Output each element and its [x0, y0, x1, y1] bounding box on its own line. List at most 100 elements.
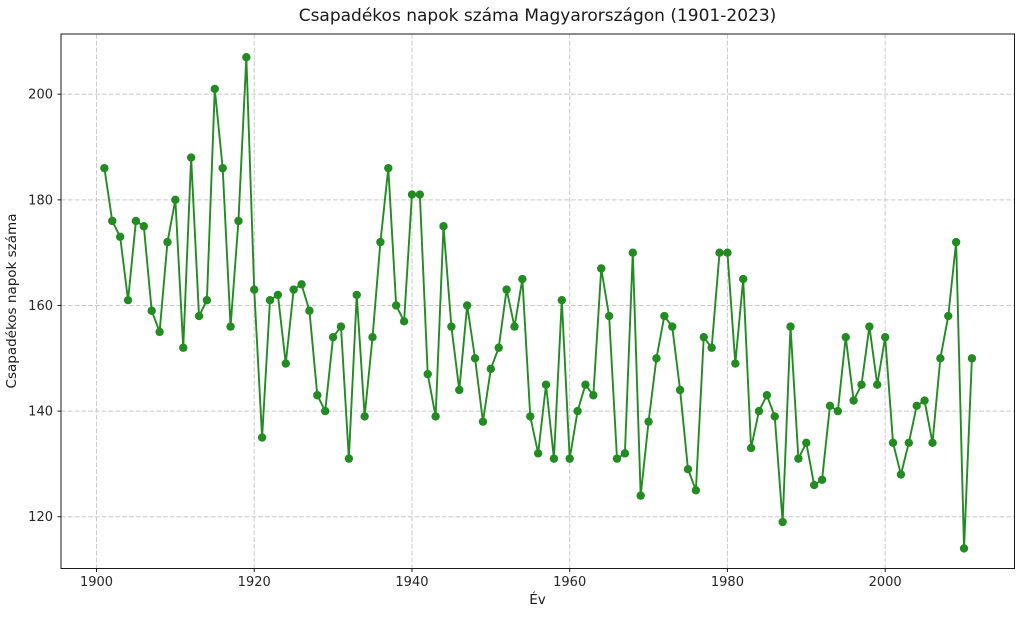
data-point	[746, 443, 756, 453]
data-point	[715, 248, 724, 257]
data-point	[399, 317, 409, 326]
data-point	[131, 216, 141, 226]
data-point	[352, 290, 361, 300]
data-point	[794, 454, 803, 463]
data-point	[597, 264, 606, 273]
data-point	[415, 190, 425, 199]
data-point	[313, 391, 322, 400]
data-point	[944, 311, 953, 321]
data-point	[675, 385, 685, 395]
data-point	[557, 295, 566, 305]
data-point	[683, 465, 693, 474]
data-point	[817, 475, 827, 484]
data-point	[967, 354, 977, 363]
data-point	[376, 237, 385, 247]
data-point	[447, 322, 456, 331]
data-point	[589, 391, 598, 400]
data-point	[305, 306, 314, 315]
data-point	[202, 295, 212, 305]
x-tick-label: 2000	[869, 575, 902, 590]
data-point	[210, 84, 219, 94]
data-point	[502, 285, 511, 294]
data-point	[936, 354, 945, 363]
data-point	[880, 332, 890, 342]
data-point	[762, 391, 772, 400]
data-point	[336, 322, 346, 331]
y-tick-label: 140	[28, 405, 53, 420]
data-point	[518, 274, 527, 284]
data-point	[951, 237, 961, 247]
data-point	[802, 438, 811, 447]
x-tick-label: 1940	[395, 575, 428, 590]
data-point	[604, 311, 614, 321]
data-point	[250, 285, 259, 294]
data-point	[100, 163, 109, 173]
data-point	[660, 311, 669, 321]
data-point	[723, 248, 732, 257]
data-point	[928, 438, 937, 447]
data-point	[218, 163, 227, 173]
data-point	[841, 332, 850, 342]
data-point	[281, 359, 290, 368]
data-point	[171, 195, 180, 205]
data-point	[770, 412, 779, 421]
data-point	[478, 417, 488, 426]
data-point	[707, 343, 716, 352]
data-point	[754, 406, 764, 416]
data-point	[226, 322, 235, 331]
data-point	[147, 306, 156, 315]
y-tick-label: 160	[28, 299, 53, 314]
data-point	[510, 322, 519, 331]
data-point	[636, 491, 645, 500]
data-point	[186, 153, 196, 162]
data-point	[139, 222, 149, 231]
data-point	[691, 486, 701, 495]
data-point	[912, 401, 921, 411]
data-point	[391, 301, 401, 310]
x-tick-label: 1900	[80, 575, 113, 590]
data-point	[423, 369, 432, 379]
data-point	[581, 380, 590, 389]
y-tick-label: 180	[28, 193, 53, 208]
data-point	[194, 311, 204, 321]
data-point	[888, 438, 898, 447]
data-point	[234, 216, 243, 226]
data-point	[628, 248, 637, 257]
data-point	[328, 332, 338, 342]
chart-title: Csapadékos napok száma Magyarországon (1…	[298, 6, 777, 26]
data-point	[541, 380, 551, 389]
data-point	[833, 406, 843, 416]
data-point	[242, 53, 251, 62]
x-tick-label: 1980	[711, 575, 744, 590]
data-point	[163, 237, 172, 247]
data-point	[321, 406, 330, 416]
data-point	[809, 480, 819, 490]
data-point	[455, 385, 464, 395]
x-tick-label: 1960	[553, 575, 586, 590]
data-point	[904, 438, 914, 447]
data-point	[699, 332, 708, 342]
data-point	[849, 396, 858, 405]
data-point	[115, 232, 125, 242]
y-tick-label: 120	[28, 510, 53, 525]
data-point	[407, 190, 417, 199]
data-point	[344, 454, 354, 463]
data-point	[526, 412, 535, 421]
data-point	[265, 295, 275, 305]
data-point	[486, 364, 496, 374]
plot-area	[60, 33, 1015, 569]
data-point	[644, 417, 653, 426]
data-point	[360, 412, 369, 421]
x-axis-label: Év	[529, 592, 546, 608]
data-point	[857, 380, 866, 389]
data-point	[179, 343, 188, 352]
data-point	[494, 343, 503, 352]
y-axis-label: Csapadékos napok száma	[4, 213, 20, 389]
data-point	[431, 412, 440, 421]
y-tick-label: 200	[28, 88, 53, 103]
data-point	[297, 280, 306, 289]
data-point	[873, 380, 882, 389]
data-point	[959, 544, 969, 553]
